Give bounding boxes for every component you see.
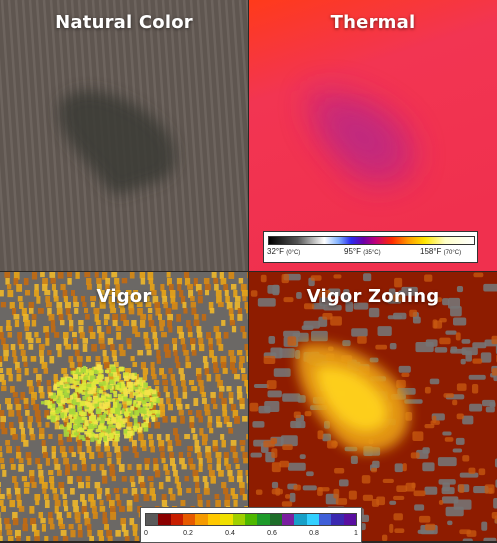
thermal-high-c: (70°C) xyxy=(444,250,461,256)
thermal-high-f: 158°F xyxy=(420,247,441,256)
vigor-zoning-title: Vigor Zoning xyxy=(249,286,497,307)
thermal-title: Thermal xyxy=(249,12,497,33)
vigor-color-swatch xyxy=(270,514,282,525)
vigor-color-swatch xyxy=(257,514,269,525)
vigor-tick-label: 0.2 xyxy=(183,530,193,537)
vigor-color-swatch xyxy=(171,514,183,525)
vigor-color-swatch xyxy=(319,514,331,525)
natural-color-title: Natural Color xyxy=(0,12,248,33)
vigor-color-swatch xyxy=(344,514,356,525)
thermal-low-f: 32°F xyxy=(267,247,284,256)
vigor-tick-label: 0.6 xyxy=(267,530,277,537)
vigor-color-swatch xyxy=(233,514,245,525)
vigor-color-swatch xyxy=(282,514,294,525)
thermal-color-bar xyxy=(268,236,475,245)
vigor-title: Vigor xyxy=(0,286,248,307)
thermal-low-c: (0°C) xyxy=(286,250,300,256)
vigor-tick-label: 0 xyxy=(144,530,148,537)
thermal-high-label: 158°F (70°C) xyxy=(420,247,461,256)
vigor-tick-label: 1 xyxy=(354,530,358,537)
natural-color-image xyxy=(0,0,248,271)
vigor-tick-label: 0.4 xyxy=(225,530,235,537)
thermal-low-label: 32°F (0°C) xyxy=(267,247,300,256)
vigor-image xyxy=(0,272,248,541)
vigor-color-swatch xyxy=(294,514,306,525)
thermal-legend: 32°F (0°C) 95°F (35°C) 158°F (70°C) xyxy=(263,231,478,263)
vigor-zoning-image xyxy=(249,272,497,541)
vigor-color-swatch xyxy=(208,514,220,525)
vigor-color-swatch xyxy=(245,514,257,525)
vigor-tick-label: 0.8 xyxy=(309,530,319,537)
vigor-legend: 0 0.2 0.4 0.6 0.8 1 xyxy=(140,507,362,543)
vigor-panel: Vigor xyxy=(0,272,248,541)
vigor-color-swatch xyxy=(146,514,158,525)
natural-color-panel: Natural Color xyxy=(0,0,248,271)
vigor-color-swatch xyxy=(158,514,170,525)
vigor-color-bar xyxy=(145,513,357,526)
vigor-color-swatch xyxy=(195,514,207,525)
vigor-color-swatch xyxy=(183,514,195,525)
vigor-zoning-panel: Vigor Zoning xyxy=(249,272,497,541)
vigor-color-swatch xyxy=(307,514,319,525)
vigor-color-swatch xyxy=(331,514,343,525)
thermal-mid-c: (35°C) xyxy=(363,250,380,256)
thermal-mid-f: 95°F xyxy=(344,247,361,256)
thermal-mid-label: 95°F (35°C) xyxy=(344,247,381,256)
vigor-color-swatch xyxy=(220,514,232,525)
